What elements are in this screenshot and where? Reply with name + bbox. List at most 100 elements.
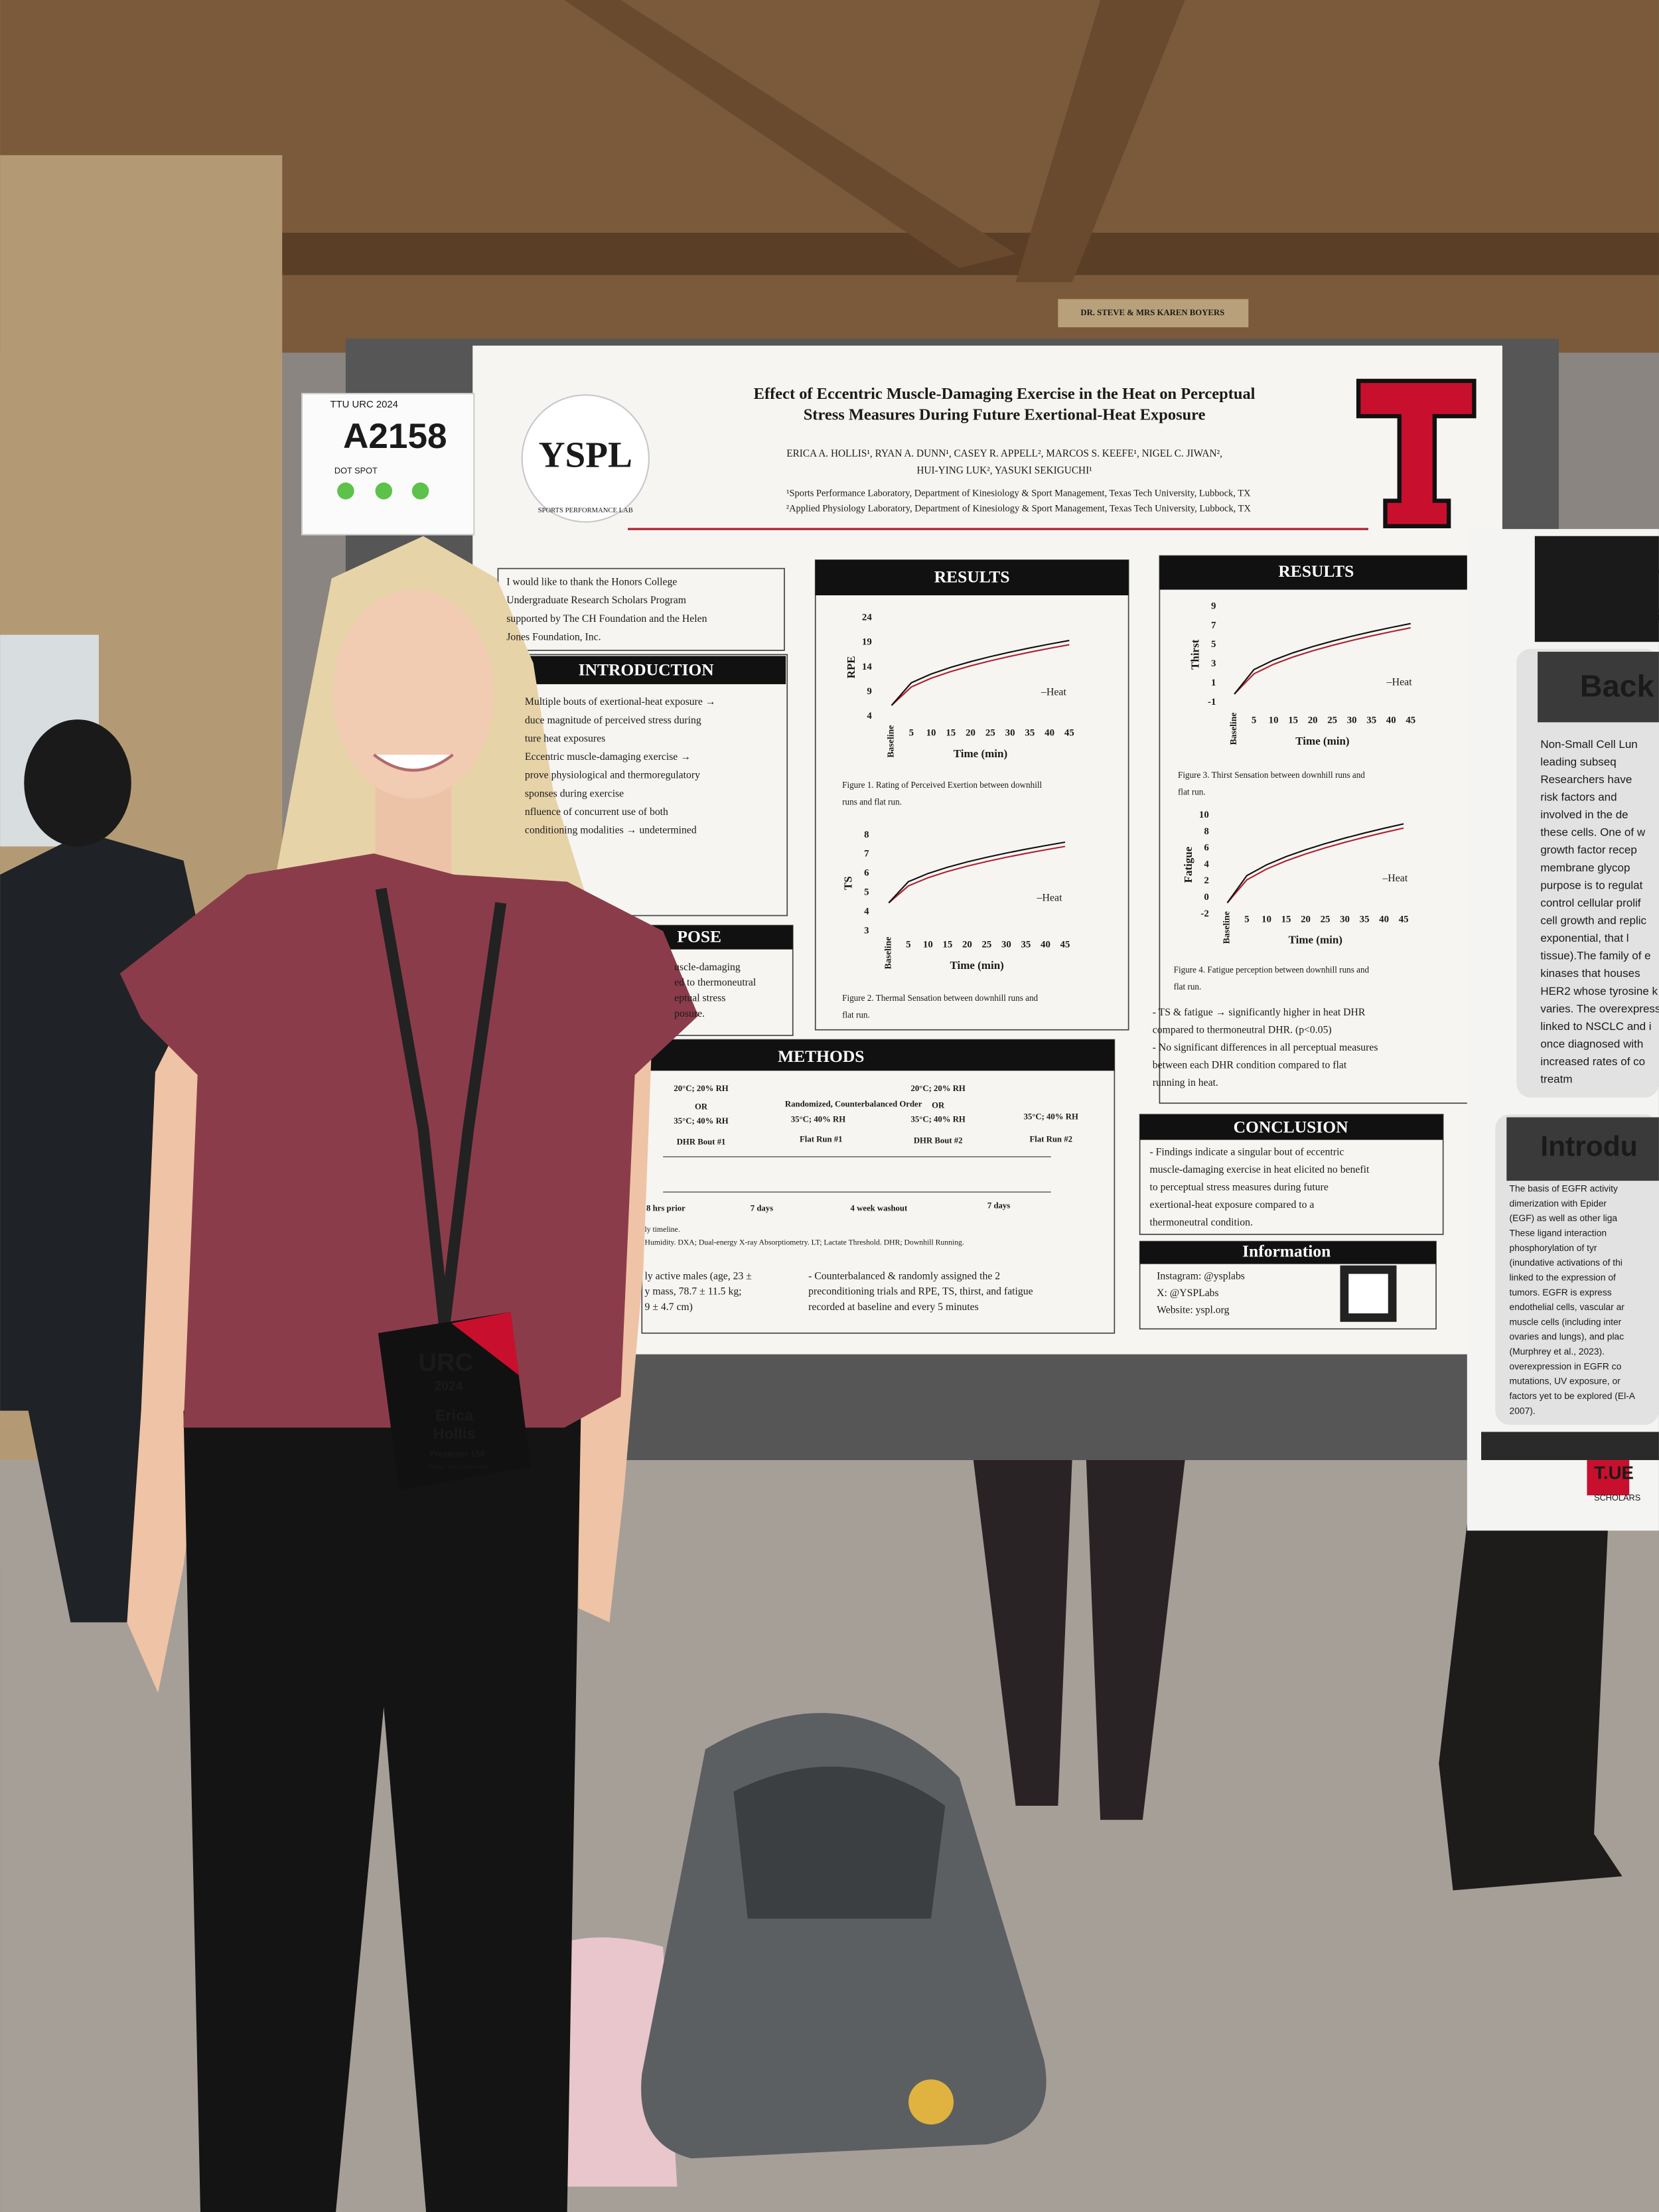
methods-label: OR	[695, 1102, 708, 1112]
tick-label: 10	[1199, 810, 1209, 820]
tick-label: Baseline	[1228, 712, 1238, 745]
finding-line: compared to thermoneutral DHR. (p<0.05)	[1153, 1024, 1332, 1035]
tick-label: 10	[926, 728, 936, 739]
tick-label: 2	[1204, 875, 1208, 886]
side-line: Researchers have	[1540, 773, 1632, 786]
dot	[411, 482, 429, 500]
sign-card	[301, 392, 475, 536]
conclusion-line: - Findings indicate a singular bout of e…	[1150, 1146, 1344, 1157]
methods-label: OR	[932, 1100, 945, 1110]
side-title: St	[1636, 559, 1659, 593]
tick-label: 5	[1252, 715, 1256, 726]
tick-label: 14	[862, 662, 872, 672]
side-line: involved in the de	[1540, 808, 1628, 821]
tick-label: 45	[1406, 715, 1415, 726]
ack-line: Undergraduate Research Scholars Program	[506, 595, 686, 606]
side-line: (EGF) as well as other liga	[1510, 1213, 1618, 1223]
side-line: 2007).	[1510, 1405, 1536, 1416]
side-line: increased rates of co	[1540, 1055, 1645, 1068]
texts: DR. STEVE & MRS KAREN BOYERS TTU URC 2024…	[330, 308, 1659, 1503]
tick-label: 15	[1281, 914, 1291, 924]
participants-line: y mass, 78.7 ± 11.5 kg;	[645, 1286, 742, 1297]
tick-label: 15	[946, 728, 956, 739]
section-heading: POSE	[677, 926, 721, 946]
tick-label: 8	[1204, 826, 1208, 837]
legend: –Heat	[1036, 893, 1062, 904]
side-line: control cellular prolif	[1540, 897, 1640, 909]
side-heading-bar	[1534, 536, 1659, 642]
tick-label: 4	[867, 711, 872, 721]
tick-label: 30	[1001, 940, 1011, 950]
side-line: exponential, that l	[1540, 932, 1628, 944]
tick-label: 5	[864, 887, 869, 898]
caption: flat run.	[842, 1009, 870, 1019]
side-line: ovaries and lungs), and plac	[1510, 1331, 1624, 1342]
side-line: factors yet to be explored (El-A	[1510, 1390, 1636, 1401]
conclusion-line: to perceptual stress measures during fut…	[1150, 1181, 1329, 1193]
finding-line: - TS & fatigue → significantly higher in…	[1153, 1007, 1366, 1018]
authors: HUI-YING LUK², YASUKI SEKIGUCHI¹	[916, 465, 1092, 476]
info-line: Website: yspl.org	[1157, 1304, 1229, 1315]
methods-label: 35°C; 40% RH	[674, 1116, 728, 1126]
side-line: purpose is to regulat	[1540, 879, 1642, 891]
tick-label: 20	[1308, 715, 1318, 726]
side-footer: SCHOLARS	[1594, 1493, 1640, 1503]
plaque	[1058, 299, 1249, 328]
curve	[1234, 627, 1411, 695]
side-line: These ligand interaction	[1510, 1228, 1607, 1238]
authors: ERICA A. HOLLIS¹, RYAN A. DUNN¹, CASEY R…	[786, 448, 1222, 459]
plaque-text: DR. STEVE & MRS KAREN BOYERS	[1080, 308, 1224, 317]
conclusion-line: muscle-damaging exercise in heat elicite…	[1150, 1164, 1370, 1175]
conclusion-line: exertional-heat exposure compared to a	[1150, 1199, 1315, 1211]
sunflower-patch	[908, 2079, 954, 2125]
arm	[127, 1015, 212, 1693]
legend: –Heat	[1386, 676, 1413, 688]
poster-curves	[888, 623, 1411, 904]
tick-label: 30	[1005, 728, 1015, 739]
tick-label: 35	[1025, 728, 1035, 739]
logo-ring-text: SPORTS PERFORMANCE LAB	[538, 507, 633, 514]
methods-note: Humidity. DXA; Dual-energy X-ray Absorpt…	[645, 1238, 964, 1246]
side-footer-logo	[1587, 1460, 1630, 1496]
methods-label: Flat Run #1	[800, 1134, 842, 1143]
logo-ring	[521, 394, 650, 523]
curve	[891, 639, 1070, 706]
side-line: once diagnosed with	[1540, 1038, 1643, 1051]
badge-name: Erica	[435, 1406, 474, 1424]
tick-label: 25	[1327, 715, 1337, 726]
tick-label: 24	[862, 612, 872, 623]
side-line: Non-Small Cell Lun	[1540, 738, 1637, 751]
side-line: risk factors and	[1540, 791, 1617, 804]
methods-label: 4 week washout	[851, 1204, 908, 1213]
methods-label: 20°C; 20% RH	[911, 1084, 966, 1093]
badge	[378, 1311, 531, 1490]
tick-label: 7	[1211, 620, 1216, 630]
ack-line: supported by The CH Foundation and the H…	[506, 613, 707, 625]
tick-label: 40	[1045, 728, 1054, 739]
badge-school: Texas Tech University	[428, 1463, 489, 1471]
heading-bar	[500, 656, 786, 684]
tick-label: 7	[864, 849, 869, 859]
procedure-line: - Counterbalanced & randomly assigned th…	[808, 1270, 1000, 1282]
side-heading-bar	[1506, 1117, 1659, 1181]
section-heading: RESULTS	[934, 567, 1010, 586]
legs-background	[1439, 1523, 1623, 1891]
side-line: treatm	[1540, 1073, 1572, 1086]
tick-label: 9	[867, 686, 871, 697]
curve	[1226, 827, 1404, 904]
methods-label: Randomized, Counterbalanced Order	[785, 1099, 922, 1108]
caption: flat run.	[1178, 787, 1206, 797]
tick-label: 10	[1262, 914, 1271, 924]
tick-label: 6	[864, 868, 869, 879]
side-subtitle: Ch	[1636, 603, 1659, 625]
tick-label: 3	[864, 925, 869, 936]
axis-label: Time (min)	[950, 959, 1003, 972]
intro-line: Eccentric muscle-damaging exercise →	[525, 751, 691, 763]
methods-label: DHR Bout #1	[677, 1138, 726, 1147]
tick-label: 4	[864, 906, 869, 917]
participants-line: ly active males (age, 23 ±	[645, 1270, 752, 1282]
heading-bar	[815, 559, 1129, 596]
